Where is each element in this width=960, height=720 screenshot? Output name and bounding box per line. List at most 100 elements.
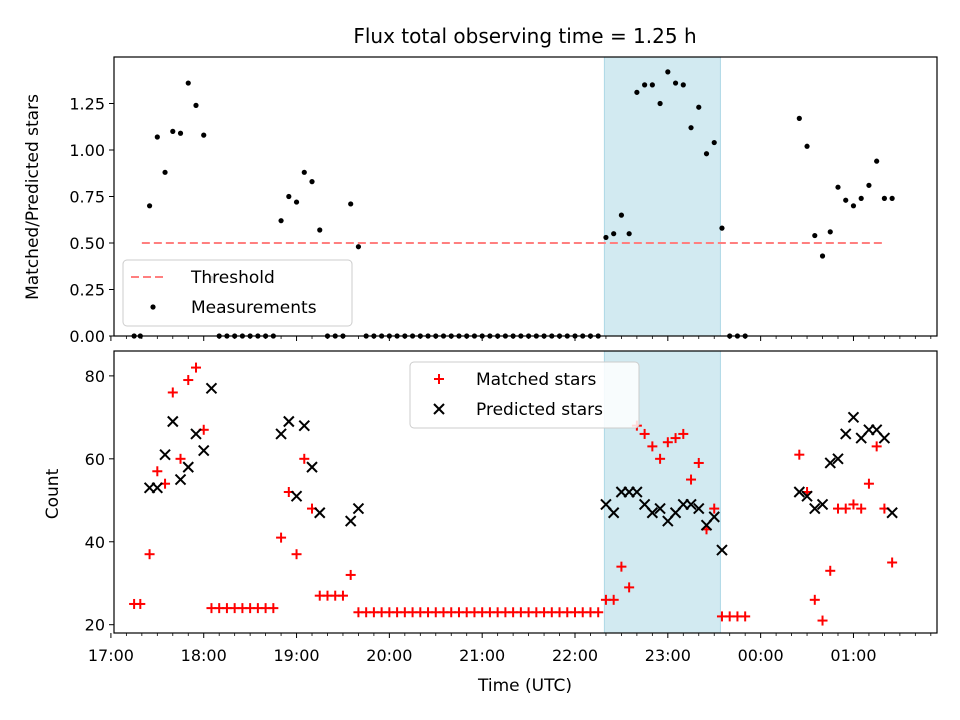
measurement-point xyxy=(843,197,849,203)
predicted-marker-b xyxy=(290,490,303,502)
x-tick-label: 21:00 xyxy=(459,646,505,665)
predicted-marker-b xyxy=(816,498,829,511)
matched-star-point xyxy=(670,433,681,444)
predicted-star-point xyxy=(182,461,194,473)
matched-star-point xyxy=(662,437,673,448)
predicted-marker-b xyxy=(809,502,821,515)
measurement-point xyxy=(796,115,802,121)
measurement-point xyxy=(177,130,184,136)
y-tick-label: 0.25 xyxy=(69,281,105,300)
x-tick-label: 22:00 xyxy=(552,646,598,665)
predicted-marker-b xyxy=(198,444,210,457)
x-tick-label: 17:00 xyxy=(88,646,134,665)
measurement-point xyxy=(889,195,895,201)
predicted-marker-b xyxy=(306,461,318,473)
predicted-star-point xyxy=(878,432,891,444)
measurement-point xyxy=(719,225,725,231)
series-matched-stars xyxy=(129,362,898,626)
predicted-marker-b xyxy=(824,457,836,469)
matched-star-point xyxy=(175,453,186,464)
predicted-star-point xyxy=(832,453,844,465)
measurement-point xyxy=(309,179,315,185)
measurement-point xyxy=(827,229,833,235)
predicted-star-point xyxy=(306,461,318,473)
predicted-star-point xyxy=(198,444,210,457)
legend-box xyxy=(409,361,640,429)
y-tick-label: 0.75 xyxy=(69,188,105,207)
matched-star-point xyxy=(183,375,194,386)
matched-star-point xyxy=(268,603,279,614)
predicted-star-point xyxy=(190,428,202,440)
matched-star-point xyxy=(291,549,302,560)
predicted-star-point xyxy=(816,498,829,511)
predicted-star-point xyxy=(685,498,697,511)
predicted-star-point xyxy=(809,502,821,515)
matched-star-point xyxy=(709,503,720,514)
matched-star-point xyxy=(608,594,619,605)
measurement-point xyxy=(680,82,686,88)
predicted-star-point xyxy=(708,511,720,523)
predicted-marker-b xyxy=(654,502,666,515)
matched-star-point xyxy=(276,532,287,543)
matched-star-point xyxy=(794,449,805,460)
predicted-star-point xyxy=(654,502,666,515)
measurement-point xyxy=(293,199,300,205)
matched-star-point xyxy=(693,457,704,468)
measurement-point xyxy=(170,128,176,134)
matched-star-point xyxy=(624,582,635,593)
predicted-star-point xyxy=(314,507,326,519)
predicted-marker-b xyxy=(205,382,218,395)
predicted-star-point xyxy=(275,428,287,440)
legend-matched-label: Matched stars xyxy=(476,370,596,390)
measurement-point xyxy=(317,227,323,233)
matched-star-point xyxy=(678,428,689,439)
predicted-marker-b xyxy=(886,507,898,519)
predicted-marker-b xyxy=(708,511,720,523)
predicted-star-point xyxy=(290,490,303,502)
predicted-star-point xyxy=(298,419,310,432)
measurement-point xyxy=(703,151,710,157)
measurement-point xyxy=(835,184,841,190)
predicted-star-point xyxy=(174,473,187,486)
measurement-point xyxy=(874,158,880,164)
predicted-star-point xyxy=(159,448,171,461)
matched-star-point xyxy=(840,503,851,514)
predicted-marker-b xyxy=(283,415,295,428)
matched-star-point xyxy=(655,453,666,464)
predicted-marker-b xyxy=(182,461,194,473)
measurement-point xyxy=(866,182,872,188)
matched-star-point xyxy=(167,387,178,398)
predicted-star-point xyxy=(801,490,813,502)
plot-frame xyxy=(113,350,938,634)
predicted-marker-b xyxy=(600,498,612,511)
predicted-marker-b xyxy=(832,453,844,465)
matched-star-point xyxy=(135,598,146,609)
chart-title: Flux total observing time = 1.25 h xyxy=(353,24,696,48)
predicted-marker-b xyxy=(167,415,179,428)
predicted-marker-b xyxy=(631,486,643,498)
matched-star-point xyxy=(616,561,627,572)
y-tick-label: 60 xyxy=(85,450,105,469)
matched-star-point xyxy=(190,362,201,373)
measurement-point xyxy=(278,218,284,224)
predicted-star-point xyxy=(847,411,860,424)
y-tick-label: 80 xyxy=(85,367,105,386)
matched-star-point xyxy=(809,594,820,605)
matched-star-point xyxy=(299,453,310,464)
predicted-marker-b xyxy=(870,424,883,436)
measurement-point xyxy=(355,244,362,250)
matched-star-point xyxy=(144,549,155,560)
predicted-marker-b xyxy=(314,507,326,519)
matched-star-point xyxy=(887,557,898,568)
series-predicted-stars xyxy=(143,382,898,556)
y-tick-label: 20 xyxy=(85,616,105,635)
measurement-point xyxy=(819,253,826,259)
matched-star-point xyxy=(647,441,658,452)
measurement-point xyxy=(193,102,199,108)
legend-measurement-swatch xyxy=(150,304,156,310)
matched-star-point xyxy=(848,499,859,510)
predicted-star-point xyxy=(646,507,659,519)
measurement-point xyxy=(688,125,694,131)
predicted-star-point xyxy=(205,382,218,395)
legend-predicted-swatch xyxy=(433,403,445,415)
